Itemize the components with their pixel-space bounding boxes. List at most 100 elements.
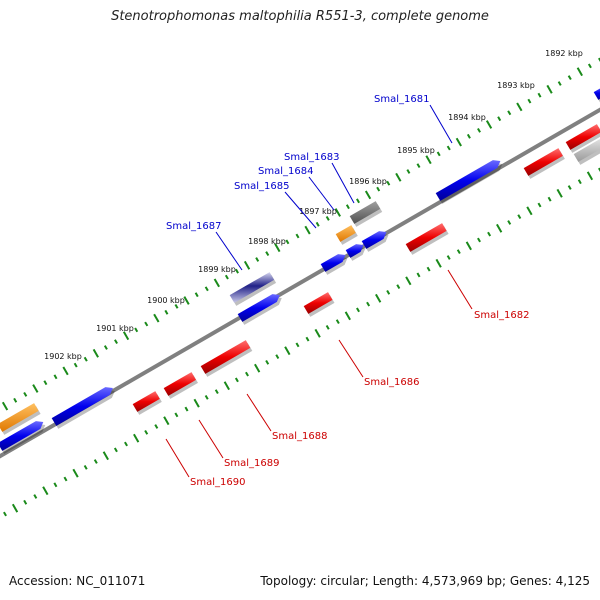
ruler-tick	[576, 67, 583, 77]
ruler-tick	[325, 215, 330, 221]
ruler-tick	[395, 172, 402, 182]
ruler-tick	[53, 374, 58, 380]
gene-feature[interactable]	[163, 372, 196, 396]
ruler-tick	[507, 220, 512, 225]
ruler-tick	[344, 311, 351, 321]
gene-feature[interactable]	[303, 292, 333, 314]
tick-labels: 1892 kbp 1893 kbp 1894 kbp 1895 kbp 1896 kbp…	[44, 49, 583, 361]
gene-feature[interactable]	[320, 254, 346, 272]
ruler-tick	[265, 359, 270, 365]
gene-feature[interactable]	[593, 86, 600, 100]
ruler-tick	[325, 324, 330, 330]
gene-feature[interactable]	[405, 223, 447, 252]
ruler-tick	[284, 346, 291, 356]
ruler-tick	[153, 313, 160, 323]
ruler-tick	[546, 84, 553, 94]
ruler-tick	[386, 180, 391, 186]
gene-label-leader	[308, 176, 335, 211]
gene-feature[interactable]	[51, 387, 113, 426]
ruler-tick-label: 1899 kbp	[198, 265, 236, 274]
ruler-tick	[465, 241, 472, 251]
ruler-tick	[23, 499, 28, 505]
ruler-tick	[265, 251, 270, 257]
gene-label-leader	[198, 419, 224, 459]
gene-label[interactable]: Smal_1690	[190, 477, 245, 488]
ruler-tick	[436, 151, 441, 157]
ruler-tick	[3, 511, 7, 517]
ruler-tick	[122, 331, 130, 341]
ruler-tick	[376, 186, 381, 192]
gene-label-leader	[338, 339, 364, 378]
gene-feature[interactable]	[573, 139, 600, 162]
ruler-tick	[275, 354, 280, 360]
gene-label[interactable]: Smal_1681	[374, 94, 429, 105]
gene-label[interactable]: Smal_1686	[364, 377, 419, 388]
ruler-tick	[255, 257, 260, 262]
gene-feature[interactable]	[132, 391, 160, 412]
ruler-tick-label: 1901 kbp	[96, 324, 134, 333]
gene-label[interactable]: Smal_1682	[474, 310, 529, 321]
ruler-tick	[124, 441, 128, 447]
ruler-tick	[305, 336, 310, 342]
gene-feature[interactable]	[0, 421, 44, 451]
ruler-tick	[375, 293, 382, 303]
ruler-tick	[72, 468, 79, 478]
ruler-tick	[485, 120, 493, 129]
ruler-tick	[356, 198, 360, 204]
gene-feature[interactable]	[361, 231, 387, 249]
gene-feature[interactable]	[435, 160, 501, 201]
ruler-tick	[516, 102, 523, 112]
ruler-tick	[405, 276, 412, 286]
gene-label[interactable]: Smal_1683	[284, 152, 339, 163]
gene-feature[interactable]	[229, 272, 275, 303]
gene-feature[interactable]	[523, 148, 563, 176]
ruler-tick	[426, 266, 431, 272]
ruler-tick	[32, 384, 39, 393]
ruler-tick-label: 1896 kbp	[349, 177, 387, 186]
ruler-tick	[92, 348, 99, 358]
gene-feature[interactable]	[345, 244, 364, 258]
gene-label-leader	[215, 231, 243, 271]
ruler-tick	[134, 327, 139, 333]
gene-label[interactable]: Smal_1684	[258, 166, 313, 177]
ruler-tick-label: 1892 kbp	[545, 49, 583, 58]
gene-label[interactable]: Smal_1687	[166, 221, 221, 232]
gene-label[interactable]: Smal_1685	[234, 181, 289, 192]
label-leaders	[165, 104, 473, 478]
ruler-tick	[204, 394, 209, 400]
ruler-tick	[42, 486, 49, 496]
ruler-tick	[598, 167, 600, 172]
ruler-tick	[567, 185, 572, 190]
ruler-tick	[23, 391, 28, 397]
ruler-tick	[557, 81, 562, 86]
gene-feature[interactable]	[200, 340, 251, 374]
gene-label[interactable]: Smal_1688	[272, 431, 327, 442]
ruler-tick	[43, 380, 48, 386]
gene-feature[interactable]	[0, 403, 39, 432]
ruler-tick	[243, 260, 251, 270]
ruler-tick-label: 1902 kbp	[44, 352, 82, 361]
gene-label-leader	[331, 162, 355, 204]
ruler-tick	[295, 233, 300, 239]
ruler-tick	[193, 398, 200, 408]
gene-label[interactable]: Smal_1689	[224, 458, 279, 469]
ruler-tick	[466, 133, 471, 139]
ruler-tick	[577, 179, 582, 185]
ruler-tick	[416, 272, 421, 278]
gene-feature[interactable]	[349, 201, 381, 224]
ruler-tick	[586, 171, 594, 181]
ruler-tick	[245, 371, 249, 377]
ruler-tick	[496, 223, 503, 233]
ruler-tick	[345, 204, 350, 210]
ruler-tick	[396, 284, 401, 290]
gene-feature[interactable]	[335, 225, 356, 242]
ruler-tick	[235, 268, 239, 274]
gene-feature[interactable]	[237, 294, 280, 322]
ruler-tick	[83, 356, 88, 362]
ruler-tick	[174, 303, 179, 309]
ruler-tick-label: 1897 kbp	[299, 207, 337, 216]
ruler-tick	[144, 321, 149, 327]
ruler-tick	[356, 307, 360, 313]
gene-feature[interactable]	[565, 124, 600, 150]
